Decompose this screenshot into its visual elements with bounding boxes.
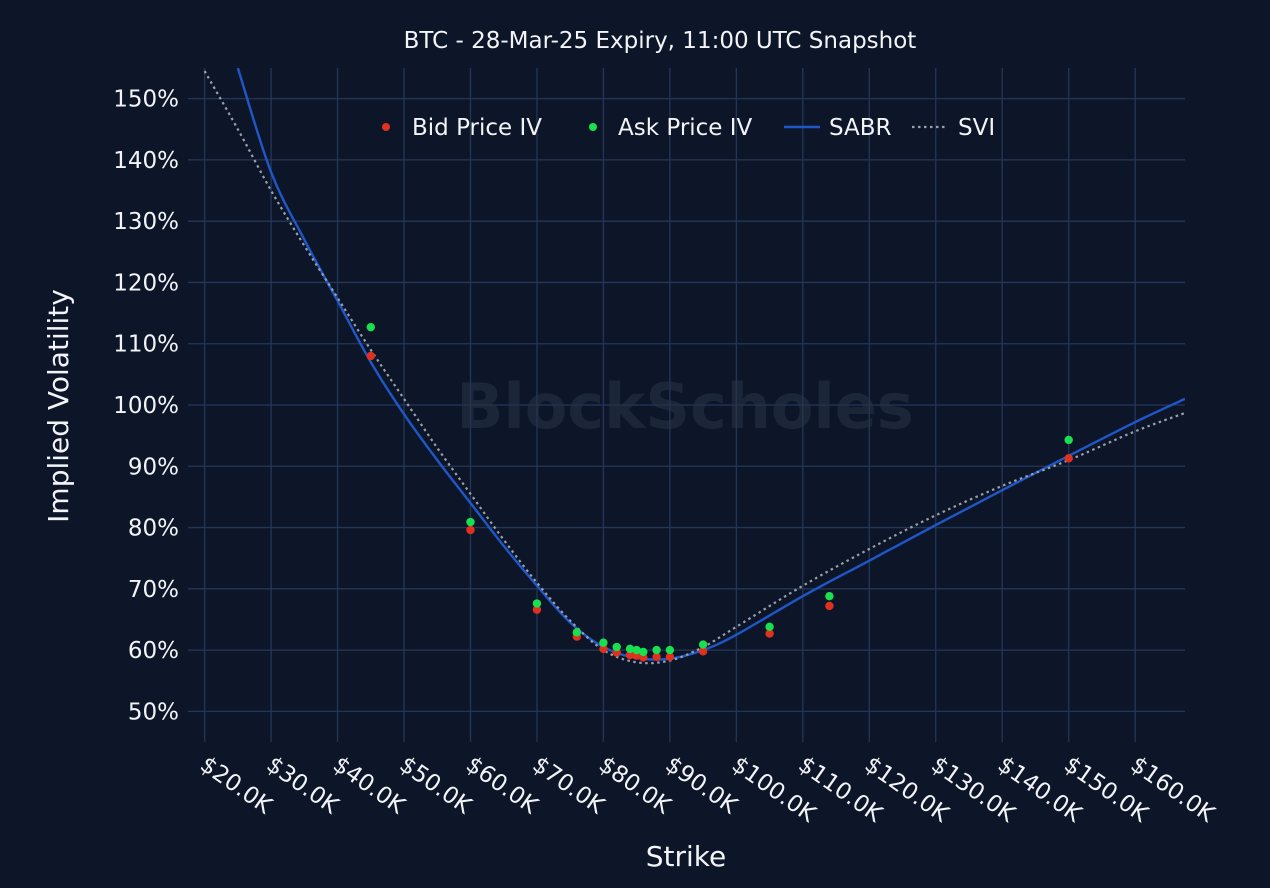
y-tick-label: 150%	[113, 87, 179, 113]
chart-title: BTC - 28-Mar-25 Expiry, 11:00 UTC Snapsh…	[404, 28, 917, 54]
ask-iv-point	[599, 638, 608, 647]
x-axis-title: Strike	[646, 840, 727, 873]
y-axis-title: Implied Volatility	[42, 289, 75, 523]
y-tick-label: 90%	[128, 454, 179, 480]
ask-iv-point	[366, 322, 375, 332]
bid-iv-point	[366, 351, 375, 361]
bid-iv-point	[625, 650, 635, 660]
y-tick-label: 50%	[128, 699, 179, 725]
series-bid-price-iv	[366, 351, 1073, 662]
series-layer	[203, 68, 1185, 665]
legend-label-svi: SVI	[958, 115, 995, 141]
y-tick-label: 130%	[113, 209, 179, 235]
bid-iv-point	[698, 647, 708, 656]
ask-iv-point	[639, 647, 648, 657]
y-tick-label: 60%	[128, 638, 179, 664]
legend-label-bid-price-iv: Bid Price IV	[412, 115, 542, 141]
ask-iv-point	[698, 640, 708, 649]
bid-iv-point	[652, 652, 661, 662]
ask-iv-point	[665, 645, 675, 655]
bid-iv-point	[599, 644, 608, 654]
legend-marker-ask-price-iv	[589, 123, 597, 131]
watermark-logo: BlockScholes	[456, 370, 913, 443]
ask-iv-point	[572, 628, 582, 637]
grid-layer	[188, 68, 1185, 742]
y-tick-label: 80%	[128, 516, 179, 542]
ask-iv-point	[632, 645, 641, 655]
series-ask-price-iv	[366, 322, 1073, 657]
ask-iv-point	[466, 517, 475, 527]
bid-iv-point	[825, 601, 834, 611]
ask-iv-point	[652, 645, 661, 655]
legend-label-ask-price-iv: Ask Price IV	[618, 115, 753, 141]
ask-iv-point	[765, 622, 774, 632]
y-tick-label: 110%	[113, 332, 179, 358]
legend-marker-bid-price-iv	[382, 123, 390, 131]
legend: Bid Price IV Ask Price IV SABR SVI	[382, 115, 995, 141]
bid-iv-point	[765, 629, 774, 638]
y-tick-label: 120%	[113, 270, 179, 296]
ask-iv-point	[625, 644, 635, 654]
bid-iv-point	[532, 605, 542, 614]
y-tick-label: 140%	[113, 148, 179, 174]
y-tick-label: 100%	[113, 393, 179, 419]
y-axis-ticks: 50% 60% 70% 80% 90% 100% 110% 120% 130% 140% 150%	[113, 87, 179, 726]
bid-iv-point	[1064, 454, 1073, 463]
legend-label-sabr: SABR	[829, 115, 892, 141]
bid-iv-point	[665, 652, 675, 662]
series-svi-line	[203, 70, 1185, 665]
ask-iv-point	[1064, 435, 1073, 445]
ask-iv-point	[532, 599, 542, 608]
ask-iv-point	[825, 591, 834, 601]
bid-iv-point	[466, 525, 475, 535]
y-tick-label: 70%	[128, 577, 179, 603]
ask-iv-point	[612, 642, 621, 652]
